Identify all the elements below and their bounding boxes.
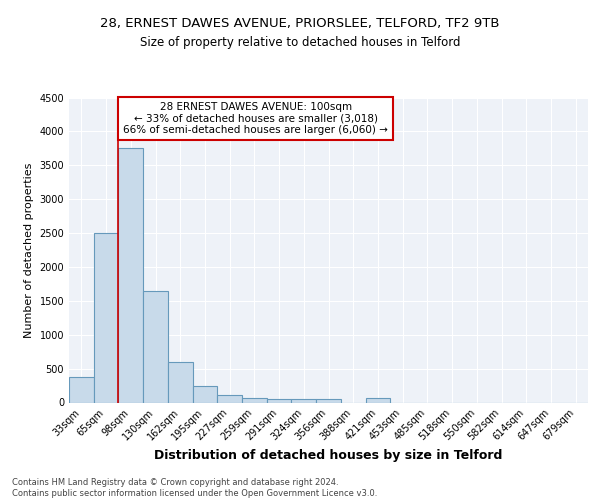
Bar — [242, 398, 267, 402]
Text: 28 ERNEST DAWES AVENUE: 100sqm
← 33% of detached houses are smaller (3,018)
66% : 28 ERNEST DAWES AVENUE: 100sqm ← 33% of … — [124, 102, 388, 136]
Bar — [143, 290, 168, 403]
Bar — [292, 399, 316, 402]
Text: 28, ERNEST DAWES AVENUE, PRIORSLEE, TELFORD, TF2 9TB: 28, ERNEST DAWES AVENUE, PRIORSLEE, TELF… — [100, 18, 500, 30]
Bar — [316, 399, 341, 402]
Text: Contains HM Land Registry data © Crown copyright and database right 2024.
Contai: Contains HM Land Registry data © Crown c… — [12, 478, 377, 498]
Y-axis label: Number of detached properties: Number of detached properties — [24, 162, 34, 338]
Bar — [267, 399, 292, 402]
Bar — [94, 233, 118, 402]
Bar — [365, 398, 390, 402]
Text: Size of property relative to detached houses in Telford: Size of property relative to detached ho… — [140, 36, 460, 49]
X-axis label: Distribution of detached houses by size in Telford: Distribution of detached houses by size … — [154, 450, 503, 462]
Bar — [168, 362, 193, 403]
Bar — [193, 386, 217, 402]
Bar — [69, 376, 94, 402]
Bar — [118, 148, 143, 402]
Bar — [217, 395, 242, 402]
